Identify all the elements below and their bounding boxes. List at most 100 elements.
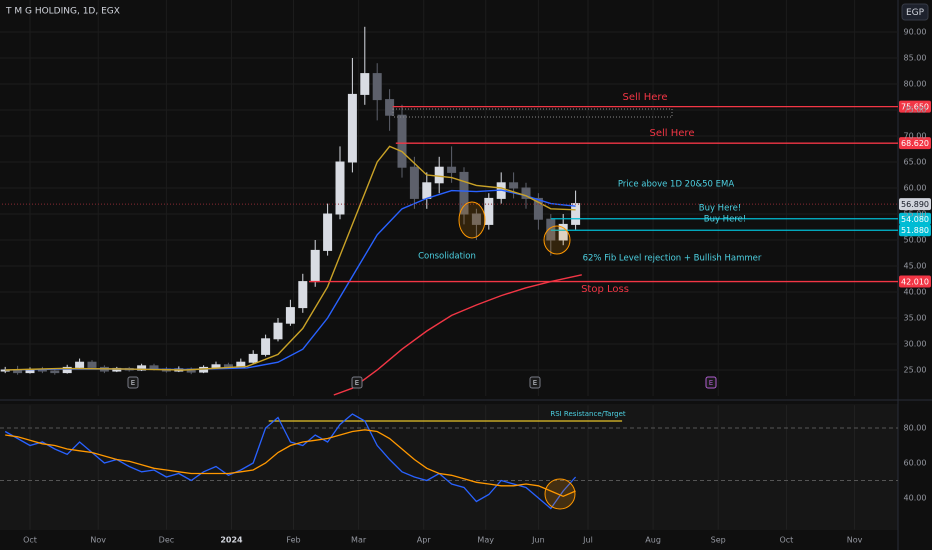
y-tick-label: 60.00 xyxy=(904,184,927,193)
candle-body xyxy=(521,187,531,199)
currency-label[interactable]: EGP xyxy=(906,8,925,18)
x-tick-label: Nov xyxy=(847,536,863,545)
candle-body xyxy=(471,213,481,225)
svg-text:E: E xyxy=(533,379,537,387)
moving-average xyxy=(5,145,576,371)
range-box xyxy=(392,108,673,118)
rsi-pane xyxy=(0,404,898,530)
line-series xyxy=(5,429,576,498)
currency-box[interactable] xyxy=(901,3,929,21)
candle-body xyxy=(149,365,159,370)
candle-body xyxy=(409,166,419,199)
candle-body xyxy=(211,364,221,368)
svg-text:E: E xyxy=(355,379,359,387)
y-tick-label: 85.00 xyxy=(904,54,927,63)
svg-text:E: E xyxy=(131,379,135,387)
level-label: 75.650 xyxy=(901,103,929,112)
x-tick-label: 2024 xyxy=(220,536,243,545)
annotation: Consolidation xyxy=(418,252,476,262)
resistance-label: RSI Resistance/Target xyxy=(550,410,626,418)
x-tick-label: Mar xyxy=(351,536,367,545)
marks: 75.650 68.620 56.890 54.080 51.880 42.010 Sell… xyxy=(0,26,931,510)
candle-body xyxy=(261,338,271,355)
y-tick-label: 30.00 xyxy=(904,340,927,349)
x-tick-label: Dec xyxy=(159,536,174,545)
level-label-box xyxy=(899,137,931,150)
candle-body xyxy=(509,182,519,189)
moving-average xyxy=(333,274,582,396)
y-tick-label: 80.00 xyxy=(904,80,927,89)
level-label: 68.620 xyxy=(901,139,929,148)
candle-body xyxy=(285,307,295,324)
annotation: 62% Fib Level rejection + Bullish Hammer xyxy=(583,254,762,264)
y-tick-label: 75.00 xyxy=(904,106,927,115)
level-label-box xyxy=(899,224,931,237)
candle-body xyxy=(50,370,60,374)
y-tick-label: 25.00 xyxy=(904,366,927,375)
y-tick-label: 65.00 xyxy=(904,158,927,167)
candle-body xyxy=(25,369,35,374)
candle-body xyxy=(385,99,395,116)
level-label-box xyxy=(899,198,931,211)
y-tick-label: 60.00 xyxy=(904,459,927,468)
chart-title: T M G HOLDING, 1D, EGX xyxy=(5,7,120,17)
candle-body xyxy=(571,203,581,225)
candle-body xyxy=(459,171,469,215)
candle-body xyxy=(347,93,357,163)
annotation: Stop Loss xyxy=(581,284,629,295)
candle-body xyxy=(323,213,333,251)
candle-body xyxy=(298,281,308,309)
y-tick-label: 40.00 xyxy=(904,494,927,503)
y-tick-label: 50.00 xyxy=(904,236,927,245)
candle-body xyxy=(484,197,494,225)
y-tick-label: 40.00 xyxy=(904,288,927,297)
x-tick-label: Oct xyxy=(779,536,793,545)
x-tick-label: Aug xyxy=(645,536,661,545)
x-tick-label: Jul xyxy=(582,536,593,545)
y-tick-label: 35.00 xyxy=(904,314,927,323)
level-label-box xyxy=(899,100,931,113)
level-label-box xyxy=(899,212,931,225)
annotation: Sell Here xyxy=(623,92,668,103)
candle-body xyxy=(87,361,97,368)
y-tick-label: 55.00 xyxy=(904,210,927,219)
annotation: Sell Here xyxy=(650,128,695,139)
candle-body xyxy=(335,161,345,215)
y-tick-label: 70.00 xyxy=(904,132,927,141)
candle-body xyxy=(397,114,407,168)
x-tick-label: Nov xyxy=(90,536,106,545)
candle-body xyxy=(422,182,432,199)
y-tick-label: 45.00 xyxy=(904,262,927,271)
annotation: Buy Here! xyxy=(704,215,747,225)
annotation: Price above 1D 20&50 EMA xyxy=(618,180,735,190)
level-label: 56.890 xyxy=(901,200,929,209)
x-tick-label: Feb xyxy=(286,536,300,545)
candle-body xyxy=(558,223,568,241)
candle-body xyxy=(533,197,543,220)
candle-body xyxy=(360,73,370,95)
candle-body xyxy=(75,361,85,368)
candle-body xyxy=(447,166,457,173)
y-tick-label: 90.00 xyxy=(904,28,927,37)
level-label-box xyxy=(899,275,931,288)
candle-body xyxy=(434,166,444,184)
x-tick-label: Oct xyxy=(23,536,37,545)
earnings-markers: E E E E xyxy=(127,376,717,389)
candle-body xyxy=(62,366,72,374)
x-tick-label: Sep xyxy=(711,536,726,545)
x-tick-label: Apr xyxy=(417,536,432,545)
candle-body xyxy=(248,353,258,363)
y-tick-label: 80.00 xyxy=(904,424,927,433)
level-label: 51.880 xyxy=(901,226,929,235)
candle-body xyxy=(273,322,283,340)
highlight-circle xyxy=(544,478,576,510)
x-tick-label: Jun xyxy=(531,536,545,545)
svg-text:E: E xyxy=(709,379,713,387)
overlay xyxy=(5,145,576,371)
candle-body xyxy=(372,73,382,101)
level-label: 54.080 xyxy=(901,215,929,224)
line-series xyxy=(4,413,577,510)
candle-body xyxy=(310,249,320,283)
overlay xyxy=(333,274,582,396)
